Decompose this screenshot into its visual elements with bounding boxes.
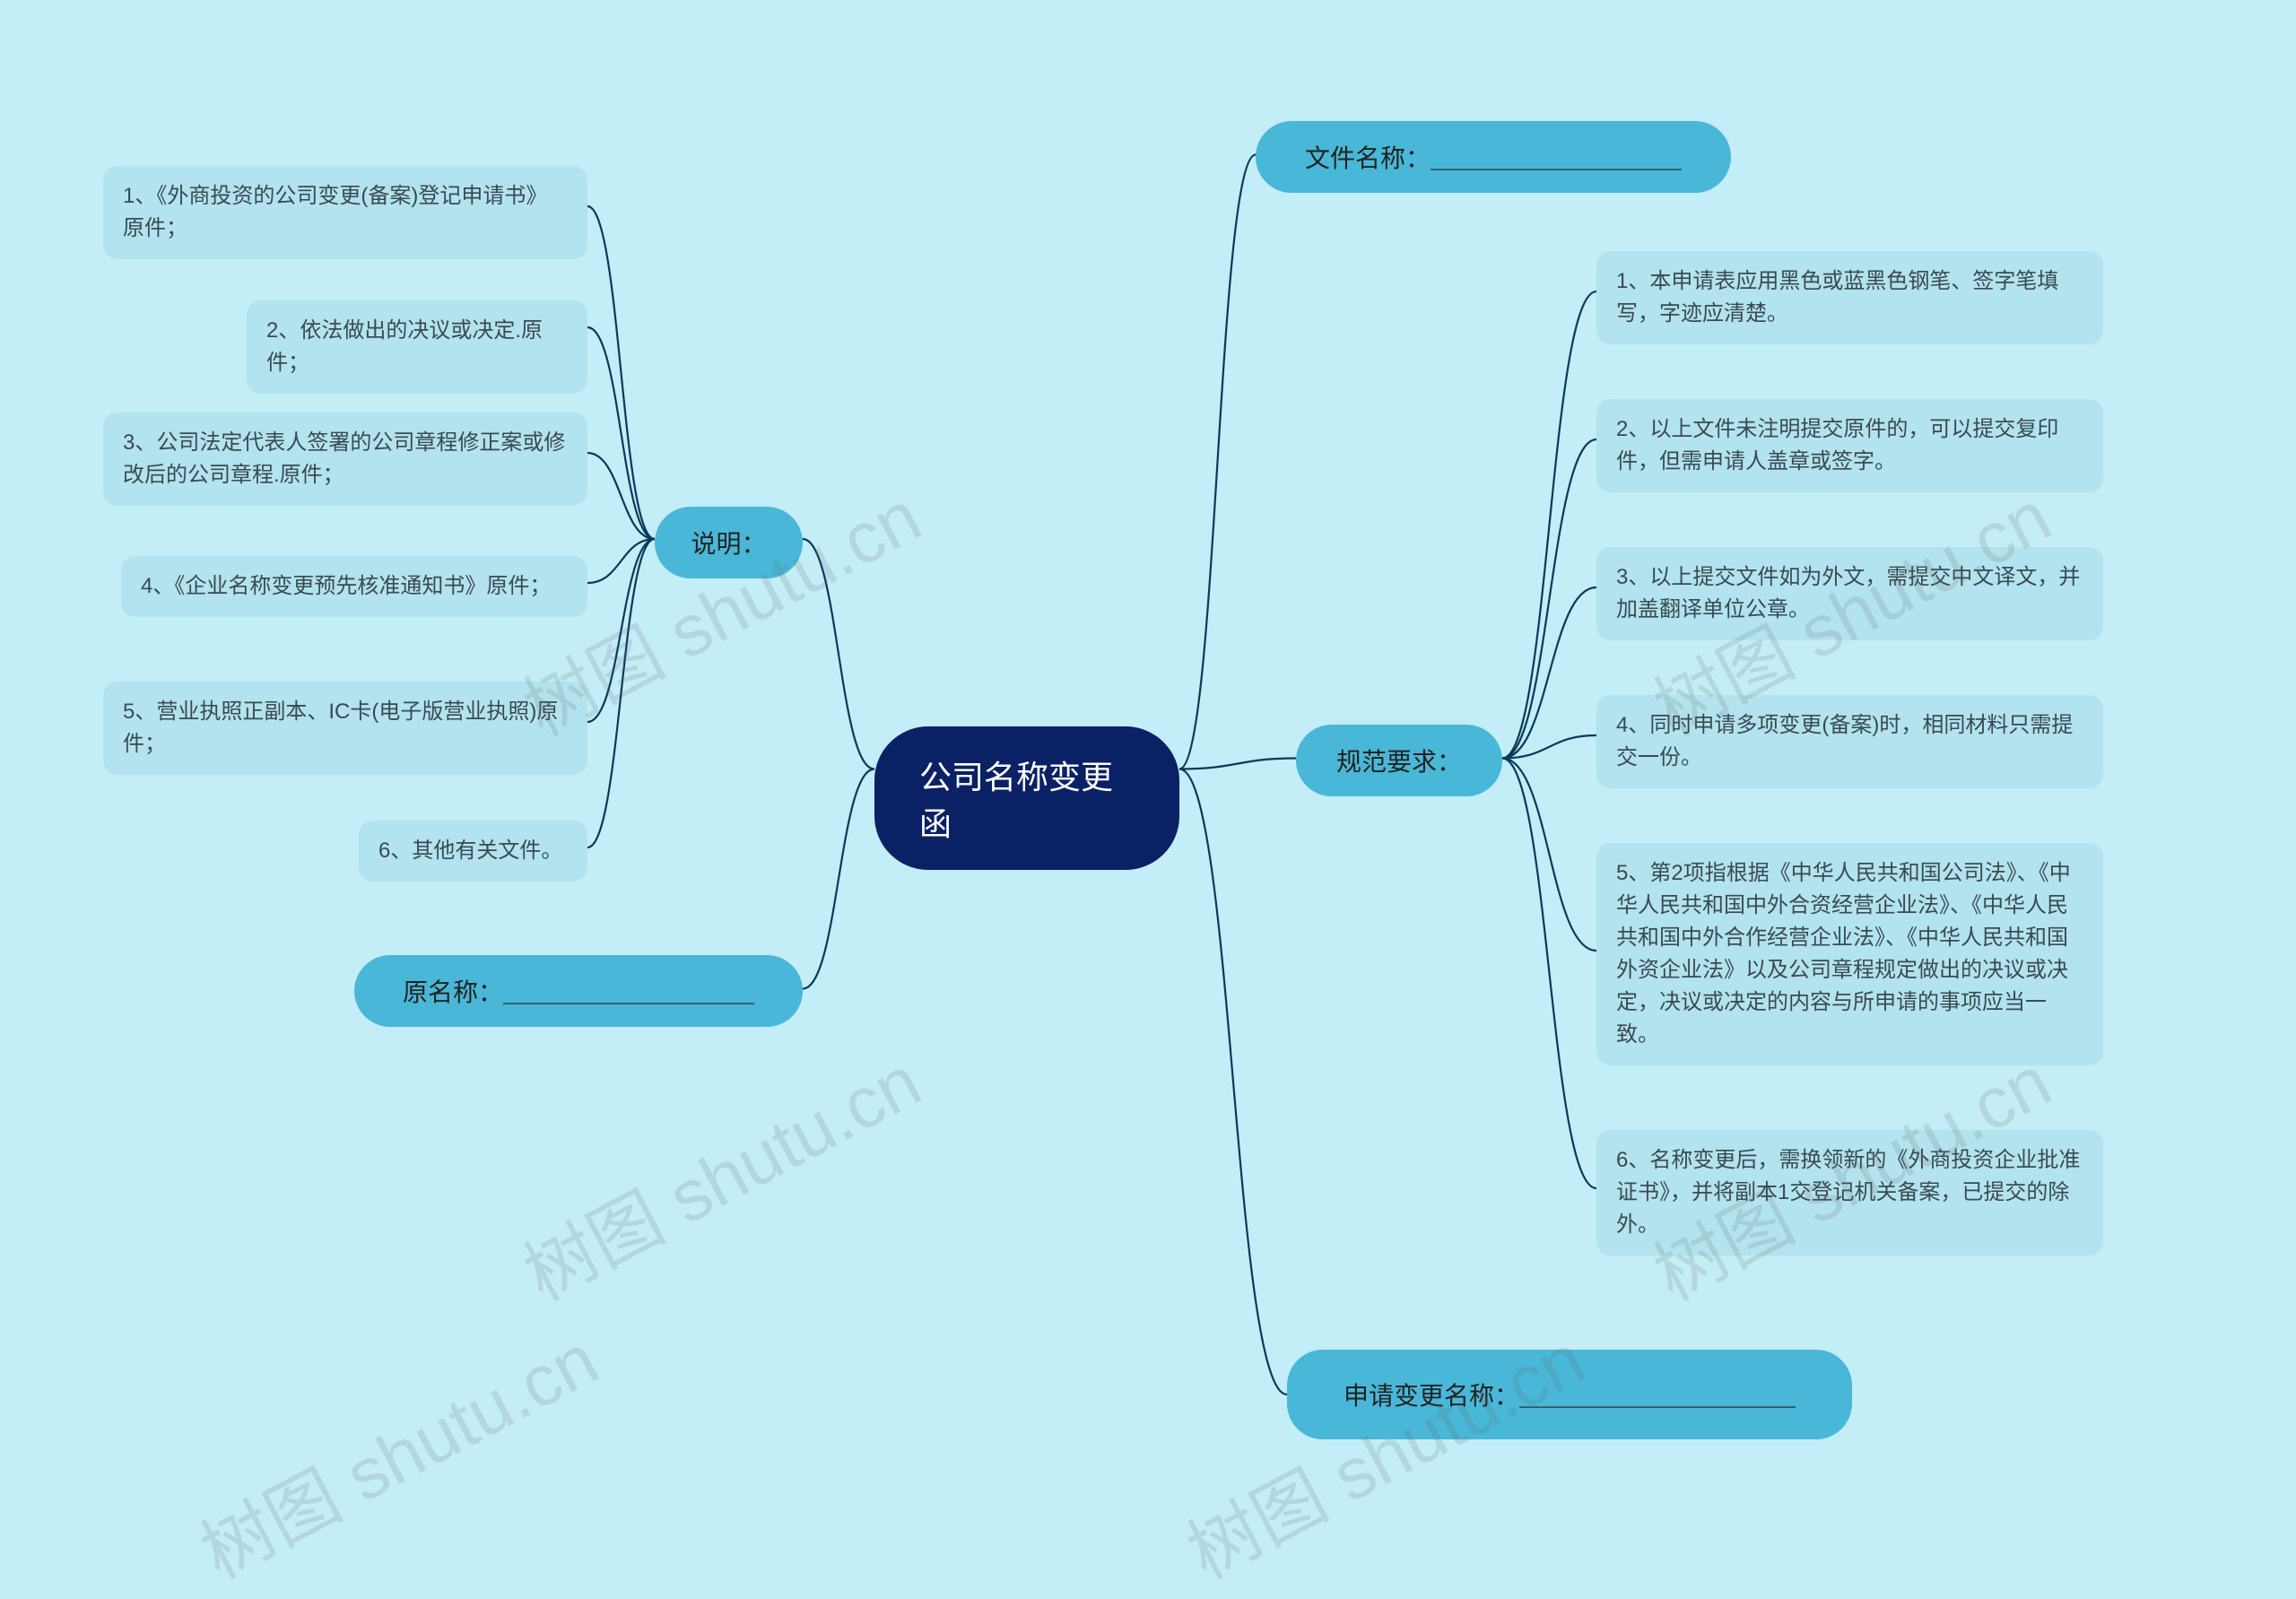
leaf-left-0-4-label: 5、营业执照正副本、IC卡(电子版营业执照)原件； <box>123 696 568 760</box>
branch-right-2-label: 申请变更名称：＿＿＿＿＿＿＿＿＿＿＿ <box>1344 1377 1796 1412</box>
branch-left-1-label: 原名称：＿＿＿＿＿＿＿＿＿＿ <box>403 973 754 1009</box>
branch-right-0-label: 文件名称：＿＿＿＿＿＿＿＿＿＿ <box>1305 139 1682 175</box>
leaf-left-0-2[interactable]: 3、公司法定代表人签署的公司章程修正案或修改后的公司章程.原件； <box>103 413 587 506</box>
leaf-left-0-0-label: 1、《外商投资的公司变更(备案)登记申请书》原件； <box>123 180 568 245</box>
leaf-right-1-0-label: 1、本申请表应用黑色或蓝黑色钢笔、签字笔填写，字迹应清楚。 <box>1616 265 2083 330</box>
leaf-left-0-3[interactable]: 4、《企业名称变更预先核准通知书》原件； <box>121 556 587 617</box>
leaf-right-1-1[interactable]: 2、以上文件未注明提交原件的，可以提交复印件，但需申请人盖章或签字。 <box>1596 399 2103 492</box>
leaf-left-0-0[interactable]: 1、《外商投资的公司变更(备案)登记申请书》原件； <box>103 166 587 259</box>
leaf-right-1-4-label: 5、第2项指根据《中华人民共和国公司法》、《中华人民共和国中外合资经营企业法》、… <box>1616 857 2083 1051</box>
branch-left-0[interactable]: 说明： <box>655 507 803 578</box>
branch-right-0[interactable]: 文件名称：＿＿＿＿＿＿＿＿＿＿ <box>1256 121 1731 193</box>
leaf-left-0-2-label: 3、公司法定代表人签署的公司章程修正案或修改后的公司章程.原件； <box>123 427 568 491</box>
leaf-left-0-5-label: 6、其他有关文件。 <box>378 835 562 867</box>
leaf-left-0-4[interactable]: 5、营业执照正副本、IC卡(电子版营业执照)原件； <box>103 682 587 775</box>
branch-left-1[interactable]: 原名称：＿＿＿＿＿＿＿＿＿＿ <box>354 955 803 1027</box>
watermark-3: 树图 shutu.cn <box>1167 1303 1599 1599</box>
leaf-right-1-3-label: 4、同时申请多项变更(备案)时，相同材料只需提交一份。 <box>1616 709 2083 774</box>
leaf-left-0-3-label: 4、《企业名称变更预先核准通知书》原件； <box>141 570 551 603</box>
leaf-right-1-2-label: 3、以上提交文件如为外文，需提交中文译文，并加盖翻译单位公章。 <box>1616 561 2083 626</box>
leaf-left-0-1[interactable]: 2、依法做出的决议或决定.原件； <box>247 300 587 394</box>
branch-right-1-label: 规范要求： <box>1336 743 1462 778</box>
leaf-right-1-5-label: 6、名称变更后，需换领新的《外商投资企业批准证书》，并将副本1交登记机关备案，已… <box>1616 1144 2083 1241</box>
branch-right-2[interactable]: 申请变更名称：＿＿＿＿＿＿＿＿＿＿＿ <box>1287 1350 1852 1439</box>
leaf-left-0-5[interactable]: 6、其他有关文件。 <box>359 821 587 882</box>
leaf-right-1-4[interactable]: 5、第2项指根据《中华人民共和国公司法》、《中华人民共和国中外合资经营企业法》、… <box>1596 843 2103 1065</box>
central-node[interactable]: 公司名称变更函 <box>874 726 1179 870</box>
leaf-right-1-5[interactable]: 6、名称变更后，需换领新的《外商投资企业批准证书》，并将副本1交登记机关备案，已… <box>1596 1130 2103 1256</box>
leaf-right-1-3[interactable]: 4、同时申请多项变更(备案)时，相同材料只需提交一份。 <box>1596 695 2103 788</box>
leaf-right-1-2[interactable]: 3、以上提交文件如为外文，需提交中文译文，并加盖翻译单位公章。 <box>1596 547 2103 640</box>
watermark-0: 树图 shutu.cn <box>180 1303 613 1599</box>
leaf-right-1-0[interactable]: 1、本申请表应用黑色或蓝黑色钢笔、签字笔填写，字迹应清楚。 <box>1596 251 2103 344</box>
branch-right-1[interactable]: 规范要求： <box>1296 725 1502 796</box>
central-node-label: 公司名称变更函 <box>919 752 1135 845</box>
watermark-2: 树图 shutu.cn <box>503 1025 935 1321</box>
leaf-right-1-1-label: 2、以上文件未注明提交原件的，可以提交复印件，但需申请人盖章或签字。 <box>1616 413 2083 478</box>
leaf-left-0-1-label: 2、依法做出的决议或决定.原件； <box>266 315 568 379</box>
branch-left-0-label: 说明： <box>691 525 766 561</box>
